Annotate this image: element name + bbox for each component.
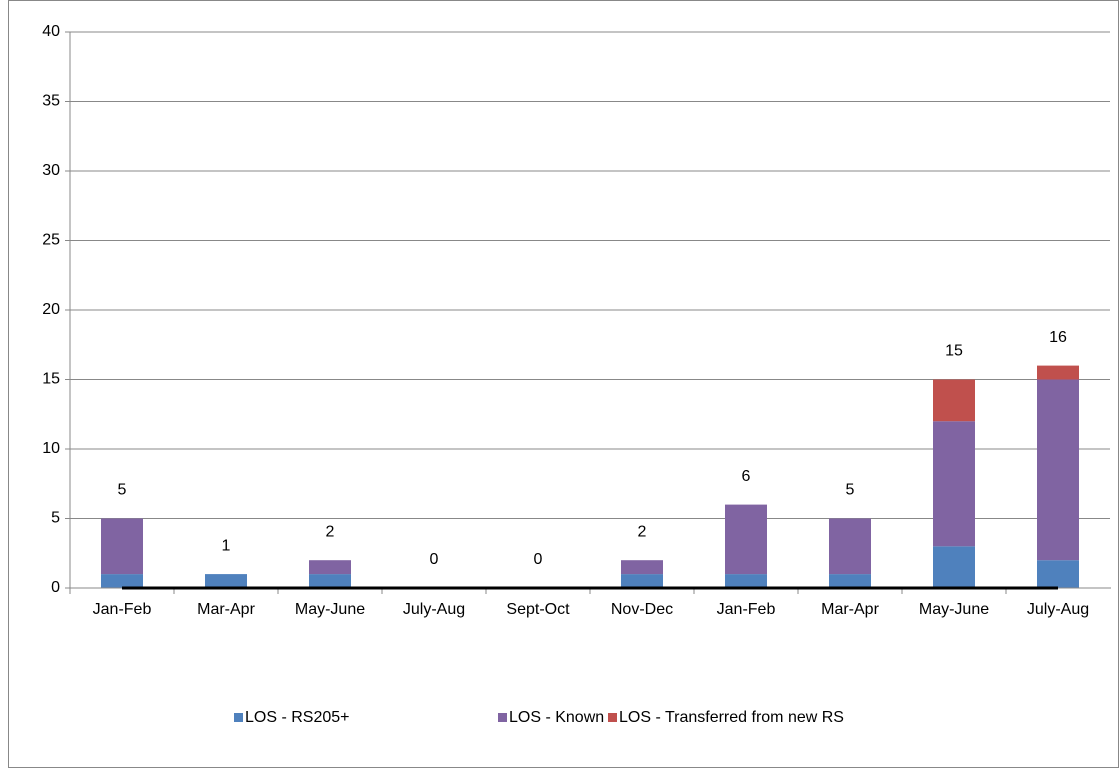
total-label: 1 — [222, 537, 231, 554]
x-tick-label: Jan-Feb — [93, 601, 152, 618]
total-label: 5 — [118, 482, 127, 499]
bar-segment — [309, 574, 351, 588]
bar-segment — [309, 560, 351, 575]
y-tick-label: 15 — [42, 371, 60, 388]
y-tick-label: 0 — [51, 579, 60, 596]
bar-segment — [101, 518, 143, 575]
legend-swatch — [234, 713, 243, 722]
bar-segment — [725, 504, 767, 575]
bar-segment — [829, 518, 871, 575]
total-label: 0 — [534, 551, 543, 568]
bar-segment — [205, 574, 247, 588]
y-tick-label: 30 — [42, 162, 60, 179]
bar-segment — [621, 574, 663, 588]
legend-label: LOS - Transferred from new RS — [619, 709, 844, 726]
bar-segment — [933, 546, 975, 588]
y-tick-label: 35 — [42, 93, 60, 110]
total-label: 2 — [326, 523, 335, 540]
x-tick-label: Mar-Apr — [821, 601, 879, 618]
y-tick-label: 20 — [42, 301, 60, 318]
x-tick-label: May-June — [295, 601, 365, 618]
y-tick-label: 25 — [42, 232, 60, 249]
x-tick-label: July-Aug — [1027, 601, 1089, 618]
bar-segment — [1037, 560, 1079, 588]
y-tick-label: 40 — [42, 23, 60, 40]
legend-swatch — [608, 713, 617, 722]
legend-swatch — [498, 713, 507, 722]
x-tick-label: July-Aug — [403, 601, 465, 618]
x-tick-label: May-June — [919, 601, 989, 618]
x-tick-label: Sept-Oct — [506, 601, 570, 618]
bar-segment — [101, 574, 143, 588]
legend-label: LOS - Known — [509, 709, 604, 726]
bar-segment — [1037, 379, 1079, 561]
x-tick-label: Mar-Apr — [197, 601, 255, 618]
bar-segment — [829, 574, 871, 588]
total-label: 0 — [430, 551, 439, 568]
total-label: 6 — [742, 468, 751, 485]
total-label: 5 — [846, 482, 855, 499]
bar-segment — [1037, 365, 1079, 380]
x-tick-label: Nov-Dec — [611, 601, 673, 618]
bar-segment — [725, 574, 767, 588]
bar-segment — [933, 379, 975, 422]
bar-segment — [621, 560, 663, 575]
total-label: 16 — [1049, 329, 1067, 346]
x-tick-label: Jan-Feb — [717, 601, 776, 618]
y-tick-label: 5 — [51, 510, 60, 527]
total-label: 15 — [945, 343, 963, 360]
legend-label: LOS - RS205+ — [245, 709, 350, 726]
bar-segment — [933, 421, 975, 547]
total-label: 2 — [638, 523, 647, 540]
y-tick-label: 10 — [42, 440, 60, 457]
